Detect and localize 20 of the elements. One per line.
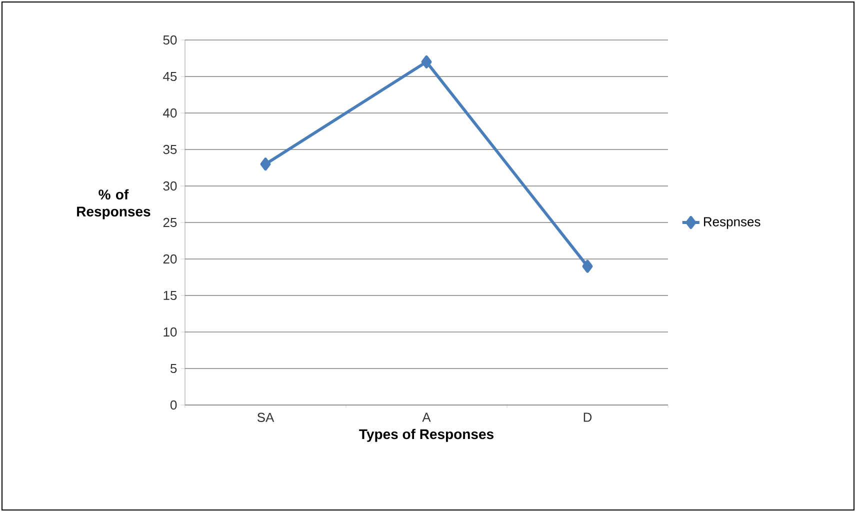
x-tick-label: D xyxy=(584,412,592,422)
x-tick-label: A xyxy=(422,412,431,422)
y-tick-label: 45 xyxy=(163,72,177,82)
x-tick-label: SA xyxy=(257,412,274,422)
x-axis-title: Types of Responses xyxy=(359,428,494,442)
y-tick-label: 10 xyxy=(164,327,177,337)
y-tick-label: 30 xyxy=(163,181,177,191)
y-tick-label: 15 xyxy=(164,290,177,300)
point xyxy=(582,260,593,273)
y-tick-label: 20 xyxy=(163,254,177,264)
point xyxy=(421,55,432,68)
y-tick-label: 50 xyxy=(163,35,177,45)
y-axis-title: % of Responses xyxy=(77,189,150,220)
y-tick-label: 40 xyxy=(163,108,177,118)
y-tick-label: 5 xyxy=(170,364,177,374)
y-tick-label: 35 xyxy=(163,144,177,154)
legend-label: Respnses xyxy=(704,217,760,229)
point xyxy=(260,158,271,171)
y-tick-label: 25 xyxy=(163,218,177,228)
y-tick-label: 0 xyxy=(170,400,177,410)
